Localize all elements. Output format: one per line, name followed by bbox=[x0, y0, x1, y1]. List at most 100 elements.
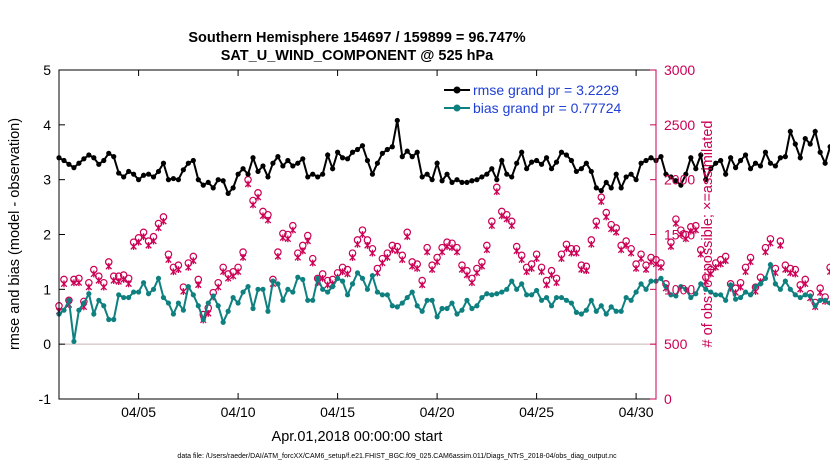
rmse-point bbox=[185, 160, 191, 166]
rmse-point bbox=[444, 171, 450, 177]
x-axis-label: Apr.01,2018 00:00:00 start bbox=[272, 429, 443, 445]
obs-assimilated-marker bbox=[533, 255, 540, 263]
y-right-tick-label: 1500 bbox=[664, 227, 695, 243]
bias-point bbox=[509, 278, 515, 284]
rmse-point bbox=[449, 179, 455, 186]
bias-point bbox=[150, 286, 157, 292]
bias-point bbox=[170, 311, 177, 317]
bias-point bbox=[305, 297, 311, 303]
bias-point bbox=[280, 297, 286, 303]
rmse-point bbox=[593, 185, 599, 191]
obs-assimilated-marker bbox=[423, 248, 431, 256]
rmse-point bbox=[419, 174, 425, 180]
obs-assimilated-marker bbox=[60, 280, 68, 288]
obs-assimilated-marker bbox=[792, 270, 799, 278]
bias-point bbox=[359, 275, 366, 281]
obs-assimilated-marker bbox=[583, 267, 590, 275]
rmse-point bbox=[364, 157, 371, 164]
rmse-point bbox=[658, 154, 664, 160]
obs-assimilated-marker bbox=[389, 246, 396, 254]
obs-assimilated-marker bbox=[274, 253, 282, 260]
obs-assimilated-marker bbox=[528, 265, 535, 272]
obs-assimilated-marker bbox=[110, 277, 117, 284]
bias-point bbox=[66, 297, 72, 303]
rmse-point bbox=[494, 177, 500, 183]
obs-assimilated-marker bbox=[394, 247, 401, 255]
rmse-point bbox=[543, 155, 550, 161]
bias-point bbox=[623, 294, 629, 301]
bias-point bbox=[165, 300, 172, 306]
obs-assimilated-marker bbox=[384, 254, 391, 261]
rmse-point bbox=[668, 174, 674, 180]
bias-point bbox=[265, 308, 271, 314]
obs-assimilated-marker bbox=[558, 255, 565, 263]
bias-point bbox=[787, 286, 793, 292]
bias-point bbox=[543, 294, 550, 301]
rmse-point bbox=[111, 154, 117, 160]
obs-assimilated-marker bbox=[224, 274, 232, 282]
bias-point bbox=[364, 286, 371, 292]
obs-assimilated-marker bbox=[185, 264, 192, 271]
obs-assimilated-marker bbox=[418, 281, 426, 289]
rmse-point bbox=[384, 146, 390, 153]
obs-assimilated-marker bbox=[593, 222, 600, 230]
bias-point bbox=[459, 307, 465, 313]
rmse-point bbox=[573, 168, 580, 175]
rmse-point bbox=[71, 165, 77, 171]
x-tick-label: 04/20 bbox=[420, 404, 455, 420]
bias-point bbox=[593, 308, 599, 314]
obs-assimilated-marker bbox=[150, 237, 157, 245]
rmse-point bbox=[359, 143, 366, 149]
bias-point bbox=[757, 281, 764, 287]
bias-point bbox=[633, 289, 639, 295]
obs-assimilated-marker bbox=[115, 278, 122, 286]
legend-bias-label: bias grand pr = 0.77724 bbox=[473, 100, 621, 116]
obs-assimilated-marker bbox=[801, 280, 809, 288]
rmse-point bbox=[827, 144, 830, 150]
obs-assimilated-marker bbox=[170, 268, 177, 276]
obs-assimilated-marker bbox=[667, 243, 675, 250]
bias-point bbox=[270, 278, 276, 284]
bias-point bbox=[260, 286, 266, 292]
y-right-tick-label: 0 bbox=[664, 391, 672, 407]
bias-point bbox=[733, 296, 739, 302]
rmse-point bbox=[225, 190, 231, 196]
obs-assimilated-marker bbox=[244, 180, 252, 188]
bias-point bbox=[409, 289, 415, 295]
obs-assimilated-marker bbox=[622, 242, 630, 249]
bias-point bbox=[434, 314, 440, 320]
bias-point bbox=[524, 292, 530, 298]
y-right-tick-label: 1000 bbox=[664, 281, 695, 297]
bias-point bbox=[479, 294, 485, 301]
rmse-point bbox=[757, 163, 764, 169]
obs-assimilated-marker bbox=[578, 266, 585, 273]
obs-assimilated-marker bbox=[304, 237, 312, 245]
rmse-point bbox=[160, 160, 167, 166]
bias-point bbox=[210, 293, 216, 299]
x-tick-label: 04/25 bbox=[519, 404, 554, 420]
bias-point bbox=[76, 307, 82, 313]
rmse-point bbox=[170, 175, 177, 182]
bias-point bbox=[131, 289, 137, 295]
bias-point bbox=[792, 292, 798, 298]
rmse-point bbox=[479, 174, 485, 180]
bias-point bbox=[797, 294, 803, 301]
rmse-point bbox=[220, 178, 226, 184]
bias-point bbox=[588, 297, 594, 303]
rmse-point bbox=[618, 185, 624, 191]
rmse-point bbox=[489, 166, 495, 172]
obs-assimilated-marker bbox=[762, 248, 769, 256]
obs-assimilated-marker bbox=[627, 249, 635, 257]
bias-point bbox=[205, 300, 211, 306]
obs-assimilated-marker bbox=[254, 193, 262, 201]
obs-assimilated-marker bbox=[354, 240, 361, 248]
bias-point bbox=[116, 292, 122, 298]
obs-assimilated-marker bbox=[379, 259, 386, 267]
bias-point bbox=[762, 275, 769, 281]
bias-point bbox=[484, 291, 490, 297]
obs-assimilated-marker bbox=[767, 239, 774, 247]
bias-point bbox=[548, 303, 555, 309]
bias-point bbox=[320, 286, 326, 292]
bias-point bbox=[444, 305, 450, 312]
